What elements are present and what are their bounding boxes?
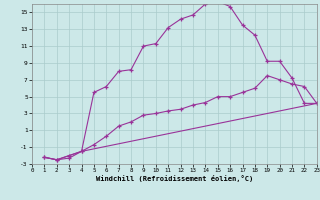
X-axis label: Windchill (Refroidissement éolien,°C): Windchill (Refroidissement éolien,°C) (96, 175, 253, 182)
